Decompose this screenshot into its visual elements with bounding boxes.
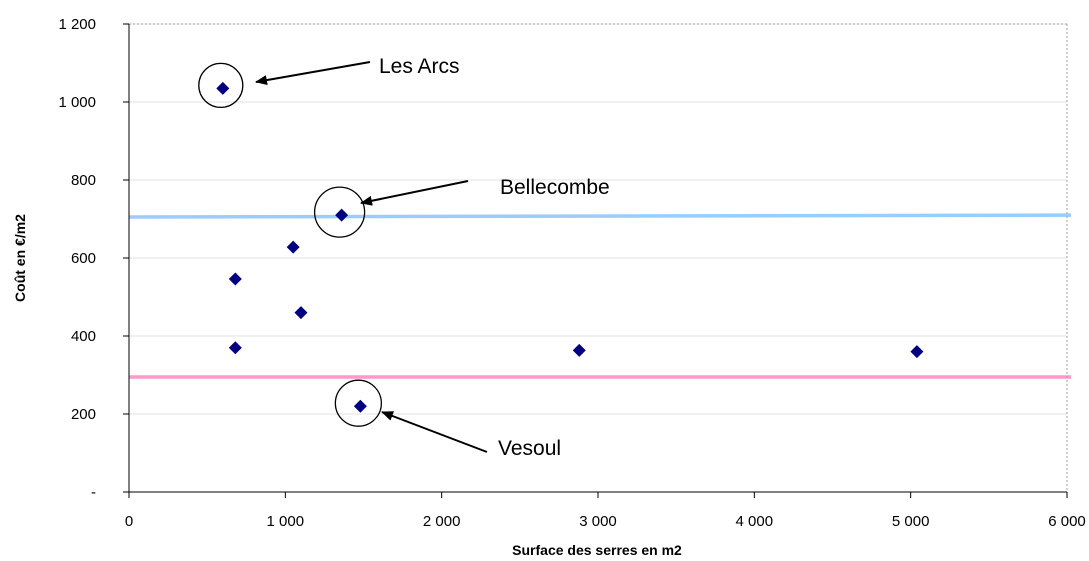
data-point-5 <box>335 208 349 222</box>
data-point-7 <box>572 343 586 357</box>
y-tick-label-1: 200 <box>71 406 96 423</box>
y-tick-label-6: 1 200 <box>58 16 96 33</box>
annotation-label-0: Les Arcs <box>379 55 460 78</box>
x-tick-label-6: 6 000 <box>1048 513 1086 530</box>
annotation-arrow-0 <box>255 61 371 86</box>
annotation-label-2: Vesoul <box>498 437 561 460</box>
reference-line-0 <box>128 213 1072 219</box>
x-tick-label-3: 3 000 <box>579 513 617 530</box>
y-tick-label-5: 1 000 <box>58 94 96 111</box>
annotation-circle-0 <box>198 62 244 108</box>
annotation-arrow-2 <box>381 411 488 453</box>
x-tick-label-0: 0 <box>125 513 133 530</box>
data-point-6 <box>353 399 367 413</box>
data-point-1 <box>286 240 300 254</box>
data-point-3 <box>294 306 308 320</box>
data-point-2 <box>228 272 242 286</box>
data-point-4 <box>228 341 242 355</box>
reference-lines <box>128 213 1072 379</box>
data-point-0 <box>216 81 230 95</box>
y-axis-title: Coût en €/m2 <box>12 214 28 302</box>
x-tick-labels: 0 1 000 2 000 3 000 4 000 5 000 6 000 <box>125 492 1086 530</box>
annotation-arrow-1 <box>360 180 469 206</box>
y-tick-label-2: 400 <box>71 328 96 345</box>
x-axis-title: Surface des serres en m2 <box>512 542 682 558</box>
annotation-label-1: Bellecombe <box>500 176 610 199</box>
data-point-8 <box>910 345 924 359</box>
x-tick-label-4: 4 000 <box>736 513 774 530</box>
data-points <box>216 81 924 413</box>
annotation-circle-1 <box>313 186 366 238</box>
gridlines <box>129 23 1067 415</box>
annotations: Les Arcs Bellecombe Vesoul <box>198 55 610 460</box>
y-tick-labels: - 200 400 600 800 1 000 1 200 <box>58 16 129 501</box>
y-tick-label-0: - <box>91 484 96 501</box>
x-tick-label-2: 2 000 <box>423 513 461 530</box>
y-tick-label-4: 800 <box>71 172 96 189</box>
annotation-circle-2 <box>334 379 383 427</box>
x-tick-label-1: 1 000 <box>267 513 305 530</box>
y-tick-label-3: 600 <box>71 250 96 267</box>
x-tick-label-5: 5 000 <box>892 513 930 530</box>
